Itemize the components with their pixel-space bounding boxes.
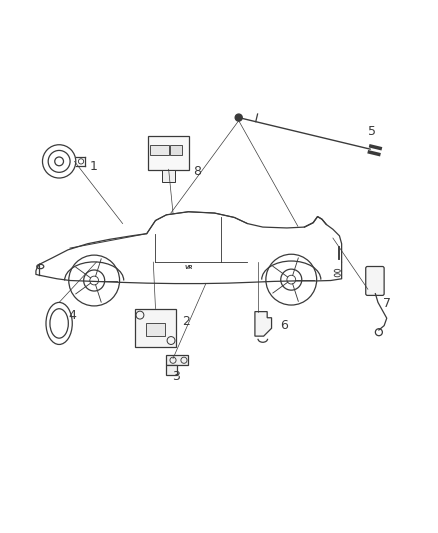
Bar: [166, 365, 177, 375]
Polygon shape: [255, 312, 272, 336]
Circle shape: [235, 114, 242, 121]
Bar: [135, 309, 176, 347]
Text: 4: 4: [68, 309, 76, 322]
Text: 3: 3: [172, 370, 180, 383]
Text: 5: 5: [368, 125, 376, 138]
Text: VR: VR: [184, 265, 193, 270]
Text: 7: 7: [383, 297, 391, 310]
Bar: [146, 322, 165, 336]
FancyBboxPatch shape: [366, 266, 384, 295]
Bar: [170, 145, 182, 155]
Text: 6: 6: [280, 319, 288, 332]
Bar: [166, 356, 188, 365]
Bar: [150, 145, 169, 155]
Bar: [148, 135, 189, 169]
Text: 1: 1: [90, 160, 98, 173]
Text: 2: 2: [182, 315, 190, 328]
Text: 8: 8: [193, 165, 201, 179]
Bar: [162, 169, 175, 182]
